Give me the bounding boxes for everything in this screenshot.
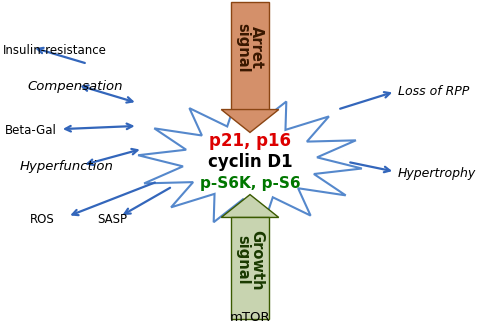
- Text: Loss of RPP: Loss of RPP: [398, 85, 469, 98]
- Text: Hyperfunction: Hyperfunction: [20, 160, 114, 173]
- Text: cyclin D1: cyclin D1: [208, 153, 292, 171]
- Text: p21, p16: p21, p16: [209, 131, 291, 150]
- Text: mTOR: mTOR: [230, 311, 270, 324]
- Text: Growth
signal: Growth signal: [236, 230, 264, 290]
- Text: Insulin-resistance: Insulin-resistance: [2, 44, 106, 57]
- Polygon shape: [221, 110, 279, 132]
- Polygon shape: [231, 217, 269, 319]
- Text: SASP: SASP: [98, 213, 128, 226]
- Polygon shape: [231, 2, 269, 110]
- Text: ROS: ROS: [30, 213, 55, 226]
- Text: Beta-Gal: Beta-Gal: [5, 124, 57, 137]
- Text: Hypertrophy: Hypertrophy: [398, 167, 476, 180]
- Polygon shape: [138, 98, 362, 225]
- Text: Arret
signal: Arret signal: [236, 23, 264, 72]
- Text: Compensation: Compensation: [28, 80, 123, 93]
- Polygon shape: [221, 195, 279, 217]
- Text: p-S6K, p-S6: p-S6K, p-S6: [200, 176, 300, 191]
